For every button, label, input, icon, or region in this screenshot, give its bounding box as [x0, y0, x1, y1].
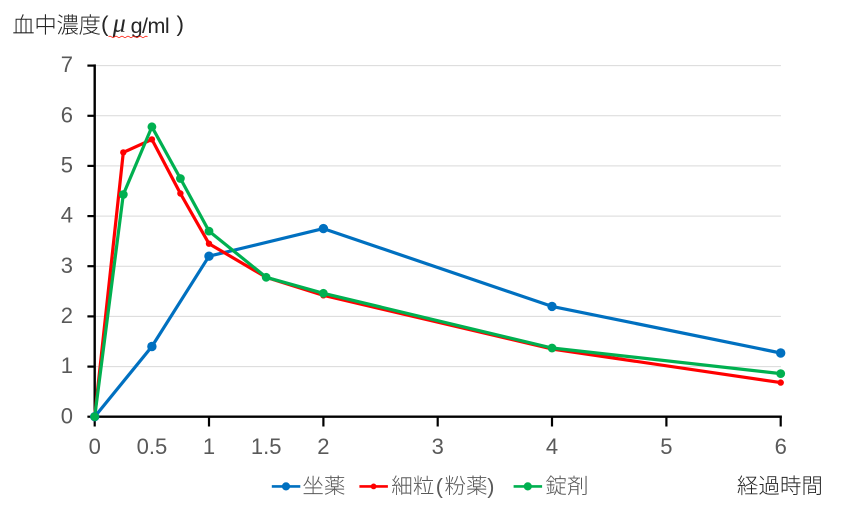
svg-text:4: 4: [546, 434, 558, 459]
svg-text:0.5: 0.5: [137, 434, 168, 459]
svg-text:3: 3: [432, 434, 444, 459]
svg-text:1: 1: [61, 353, 73, 378]
svg-text:2: 2: [317, 434, 329, 459]
svg-text:5: 5: [660, 434, 672, 459]
svg-text:5: 5: [61, 153, 73, 178]
svg-text:(: (: [101, 12, 109, 37]
svg-text:2: 2: [61, 303, 73, 328]
svg-text:6: 6: [775, 434, 787, 459]
svg-text:1.5: 1.5: [251, 434, 282, 459]
svg-text:0: 0: [61, 403, 73, 428]
svg-text:): ): [487, 474, 494, 498]
svg-text:4: 4: [61, 203, 73, 228]
svg-text:): ): [177, 12, 185, 37]
svg-text:1: 1: [203, 434, 215, 459]
svg-text:(: (: [436, 474, 444, 498]
svg-text:μ: μ: [112, 9, 126, 38]
svg-text:6: 6: [61, 102, 73, 127]
svg-text:7: 7: [61, 52, 73, 77]
svg-text:0: 0: [89, 434, 101, 459]
svg-text:3: 3: [61, 253, 73, 278]
svg-text:g/ml: g/ml: [131, 14, 170, 38]
